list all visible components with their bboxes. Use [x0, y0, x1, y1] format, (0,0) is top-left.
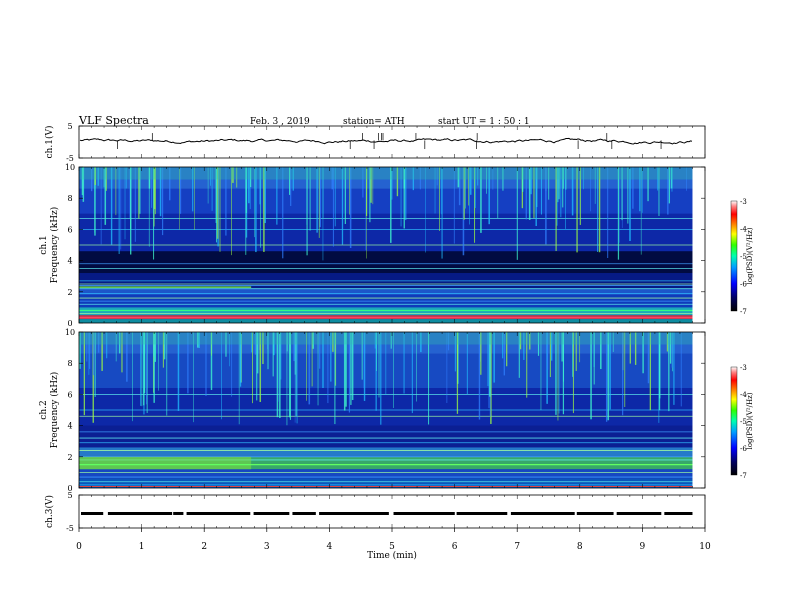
ch2-colorbar-tick-label: -3 — [740, 364, 747, 372]
ch1-top-noise — [79, 167, 693, 180]
start-time-label: start UT = 1 : 50 : 1 — [438, 117, 530, 127]
ch3-signal-panel: 5 -5 ch.3(V) — [44, 491, 706, 533]
station-label: station= ATH — [343, 117, 405, 127]
time-axis-tick-label: 3 — [264, 542, 270, 552]
ch1-band — [79, 319, 693, 323]
time-axis-tick-label: 10 — [699, 542, 711, 552]
ch2-band — [79, 425, 693, 448]
ch2-partial-green-band — [79, 456, 252, 470]
ch3-ytick-label: 5 — [67, 491, 72, 500]
ch1-ylabel-line-0: ch.1(V) — [44, 126, 55, 159]
ch1-colorbar: -3 -4 -5 -6 -7 log(PSD)(V²/Hz) — [730, 198, 754, 316]
ch2-band — [79, 469, 693, 479]
ch1-ytick-label: 10 — [65, 163, 75, 172]
time-axis-label: Time (min) — [367, 550, 417, 561]
ch1-band — [79, 288, 693, 295]
time-axis-tick-label: 0 — [76, 542, 82, 552]
ch3-frame — [78, 494, 706, 529]
ch1-colorbar-tick-label: -3 — [740, 198, 747, 206]
ch1-ylabel-line-1: Frequency (kHz) — [49, 207, 60, 284]
ch1-ytick-label: 0 — [67, 319, 72, 328]
time-axis-tick-label: 6 — [452, 542, 458, 552]
ch2-ytick-label: 2 — [67, 453, 72, 462]
ch2-colorbar-scale — [730, 366, 738, 476]
ch2-ylabel-line-1: Frequency (kHz) — [49, 372, 60, 449]
ch1-band — [79, 188, 693, 214]
ch2-colorbar: -3 -4 -5 -6 -7 log(PSD)(V²/Hz) — [730, 364, 754, 480]
ch2-ytick-label: 10 — [65, 328, 75, 337]
date-label: Feb. 3 , 2019 — [250, 117, 310, 127]
ch1-colorbar-tick-label: -5 — [740, 253, 747, 261]
ch2-spectrogram-panel: 0 2 4 6 8 10 ch.2 Frequency (kHz) — [39, 328, 706, 493]
ch1-ytick-label: -5 — [66, 154, 74, 163]
time-axis-tick-label: 5 — [389, 542, 395, 552]
ch1-ylabel-line-0: ch.1 — [39, 235, 49, 254]
ch1-ytick-label: 8 — [67, 194, 72, 203]
ch2-no-data — [692, 332, 705, 488]
ch2-ytick-label: 8 — [67, 359, 72, 368]
ch2-ytick-label: 4 — [67, 422, 72, 431]
figure-title: VLF Spectra — [78, 114, 149, 127]
ch1-no-data — [692, 167, 705, 323]
ch1-spectrogram-panel: 0 2 4 6 8 10 ch.1 Frequency (kHz) — [39, 163, 706, 328]
ch3-ylabel-line-0: ch.3(V) — [44, 495, 55, 528]
ch1-colorbar-label: log(PSD)(V²/Hz) — [746, 227, 754, 284]
ch2-ytick-label: 0 — [67, 484, 72, 493]
time-axis-tick-label: 8 — [577, 542, 583, 552]
ch2-colorbar-tick-label: -6 — [740, 445, 747, 453]
time-axis-tick-label: 4 — [327, 542, 333, 552]
ch1-colorbar-scale — [730, 200, 738, 312]
time-axis-tick-label: 1 — [139, 542, 145, 552]
ch2-ytick-label: 6 — [67, 390, 72, 399]
ch1-ytick-label: 5 — [67, 122, 72, 131]
ch1-band — [79, 307, 693, 316]
ch1-colorbar-tick-label: -4 — [740, 226, 747, 234]
ch1-ytick-label: 2 — [67, 288, 72, 297]
ch1-colorbar-tick-label: -6 — [740, 281, 747, 289]
ch2-band — [79, 478, 693, 488]
ch1-waveform-line — [79, 137, 693, 145]
ch2-colorbar-tick-label: -4 — [740, 391, 747, 399]
time-axis-tick-label: 7 — [514, 542, 520, 552]
time-axis-tick-label: 2 — [201, 542, 207, 552]
time-axis: 0 1 2 3 4 5 6 7 8 9 10 Time (min) — [76, 528, 711, 561]
ch1-band — [79, 213, 693, 252]
ch2-colorbar-tick-label: -5 — [740, 418, 747, 426]
ch3-ytick-label: -5 — [66, 524, 74, 533]
ch2-colorbar-label: log(PSD)(V²/Hz) — [746, 392, 754, 449]
ch1-band — [79, 251, 693, 274]
time-axis-tick-label: 9 — [640, 542, 646, 552]
ch1-ytick-label: 6 — [67, 225, 72, 234]
ch2-top-noise — [79, 332, 693, 345]
ch2-colorbar-tick-label: -7 — [740, 472, 747, 480]
ch1-waveform-panel: 5 -5 ch.1(V) — [44, 122, 706, 163]
ch1-ytick-label: 4 — [67, 257, 72, 266]
ch1-colorbar-tick-label: -7 — [740, 308, 747, 316]
ch2-ylabel-line-0: ch.2 — [39, 400, 49, 419]
ch2-band — [79, 447, 693, 457]
